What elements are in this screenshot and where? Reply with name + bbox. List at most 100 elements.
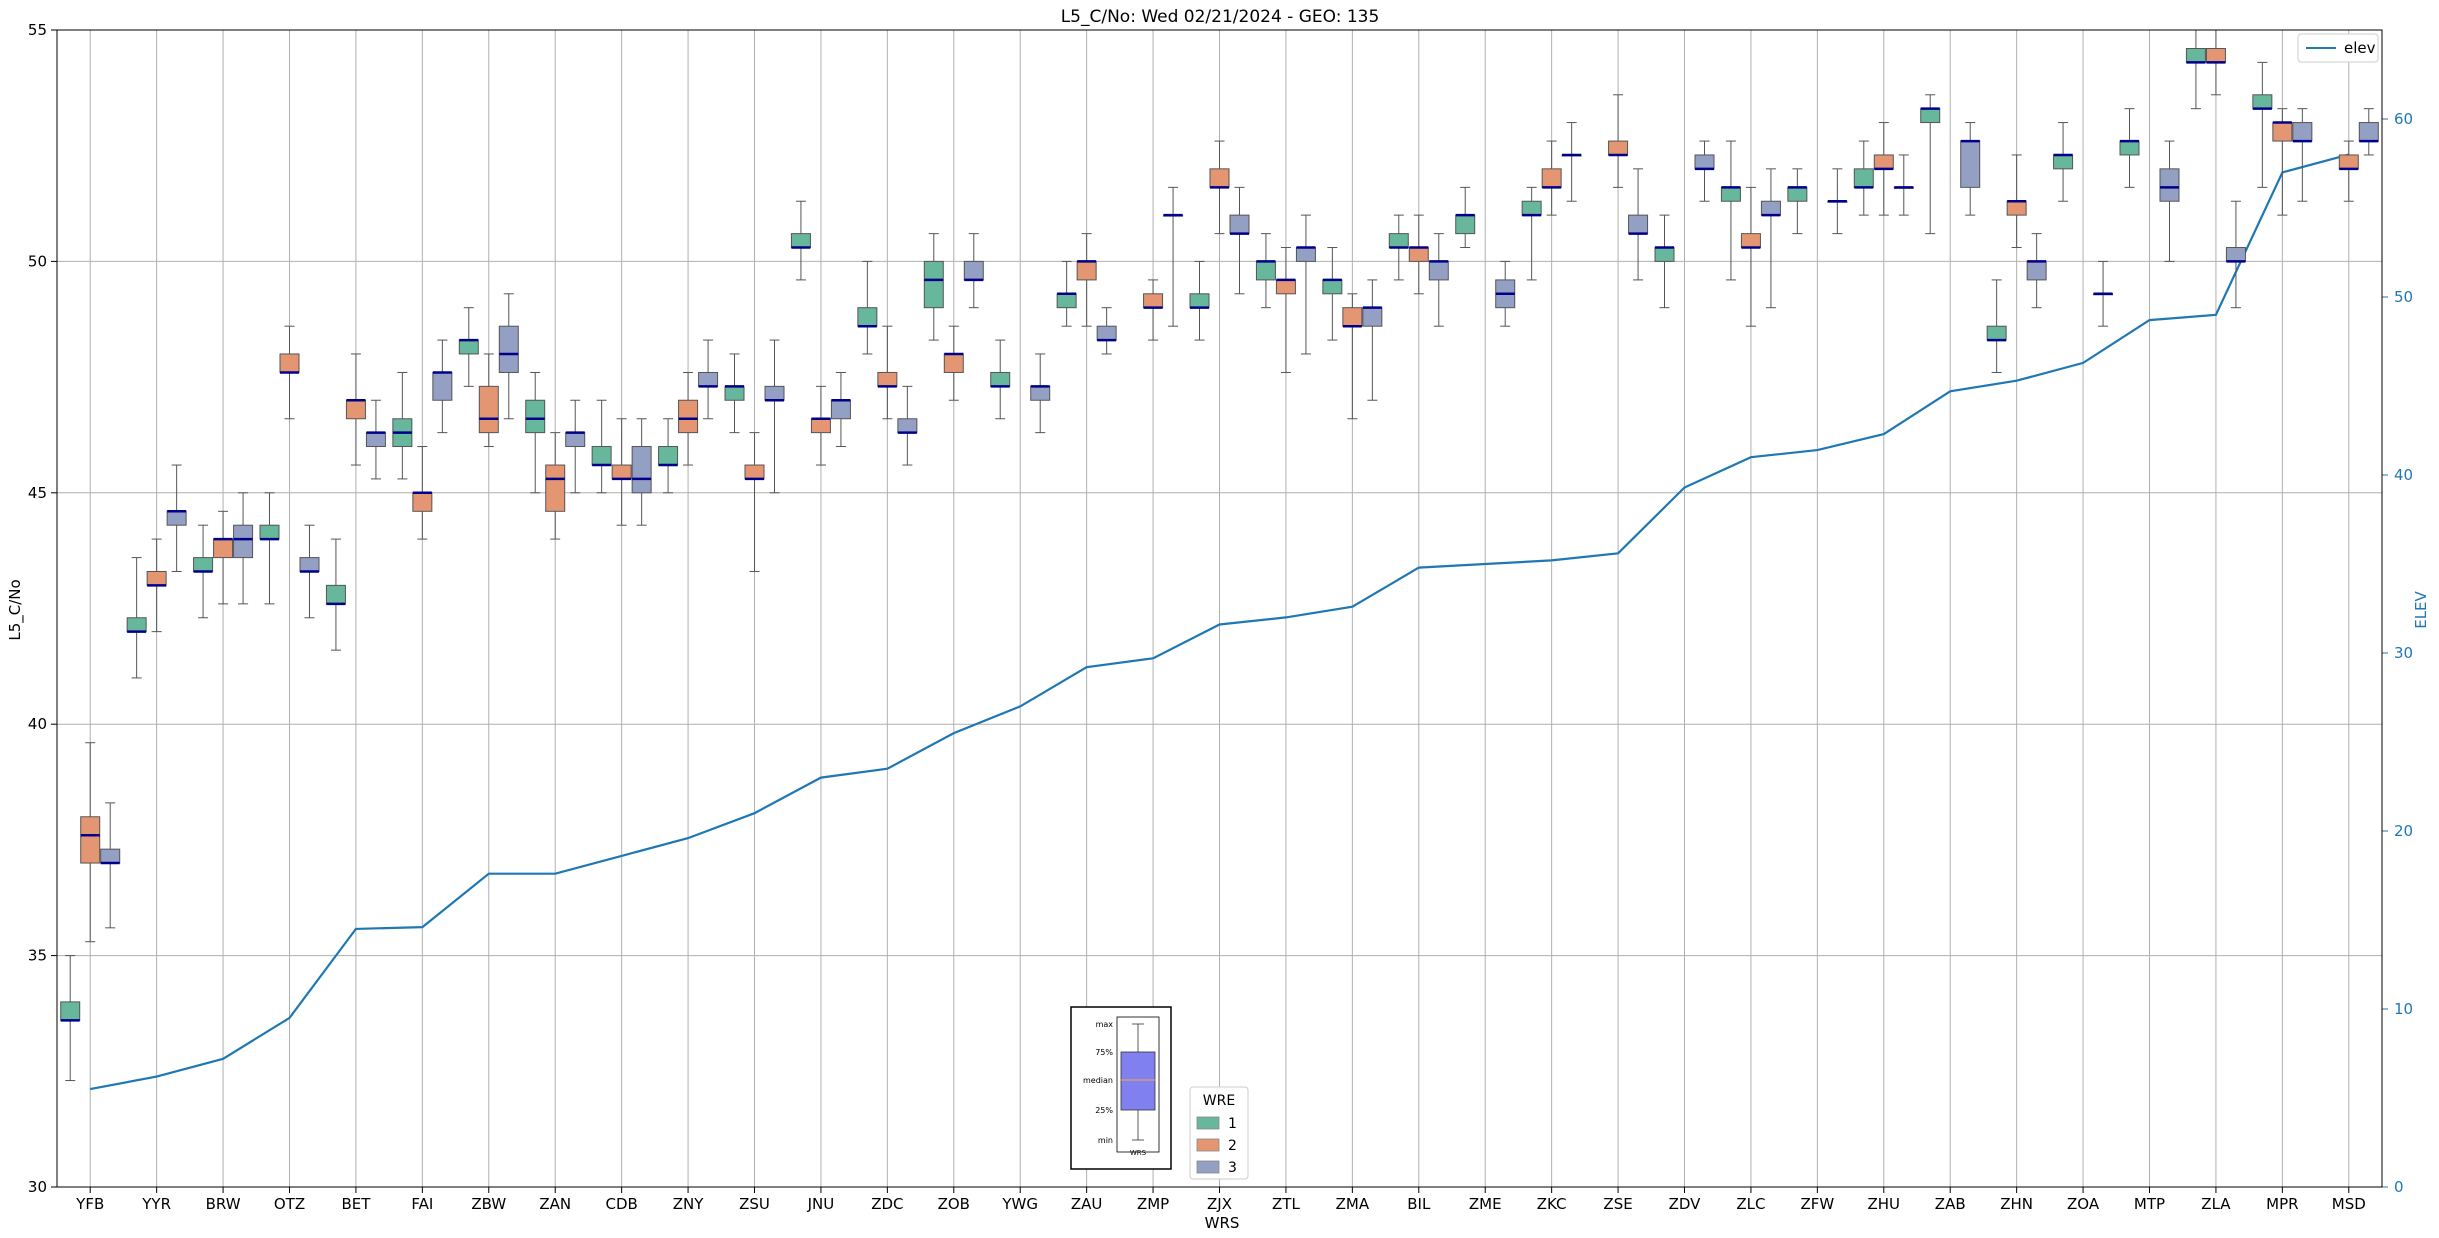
x-tick-label: ZLA — [2201, 1195, 2231, 1213]
box-1-YWG — [990, 339, 1011, 420]
box-iqr — [213, 538, 234, 559]
box-3-ZAB — [1960, 122, 1981, 216]
wre-legend-label: 1 — [1228, 1116, 1237, 1132]
x-tick-label: OTZ — [274, 1195, 305, 1213]
box-2-ZSE — [1608, 94, 1629, 188]
box-iqr — [2006, 200, 2027, 216]
y2-tick-label: 30 — [2394, 644, 2413, 662]
box-2-MSD — [2338, 140, 2359, 202]
box-iqr — [1787, 186, 1808, 202]
x-tick-label: BET — [341, 1195, 371, 1213]
box-1-ZMA — [1322, 247, 1343, 341]
box-3-ZOA — [2093, 260, 2114, 327]
box-iqr — [458, 339, 479, 355]
box-2-ZAN — [545, 432, 566, 540]
box-2-JNU — [810, 385, 831, 466]
box-1-YYR — [126, 557, 147, 679]
box-2-YFB — [80, 742, 101, 943]
box-3-ZOB — [963, 233, 984, 309]
box-iqr — [943, 353, 964, 373]
box-iqr — [1541, 168, 1562, 188]
x-tick-label: ZAN — [539, 1195, 571, 1213]
box-2-ZHN — [2006, 154, 2027, 249]
box-2-YYR — [146, 538, 167, 633]
wre-legend-frame — [1189, 1086, 1249, 1180]
box-3-ZLC — [1760, 168, 1781, 309]
box-2-ZAU — [1076, 233, 1097, 327]
box-3-ZHU — [1893, 154, 1914, 216]
box-iqr — [498, 325, 519, 373]
box-iqr — [611, 464, 632, 480]
box-3-ZAU — [1096, 307, 1117, 355]
box-3-ZHN — [2026, 233, 2047, 309]
box-iqr — [1189, 293, 1210, 309]
box-iqr — [2185, 48, 2206, 63]
inset-label: max — [1096, 1020, 1114, 1029]
box-3-ZAN — [565, 399, 586, 494]
elevation-series — [89, 153, 2350, 1091]
x-tick-label: ZSU — [739, 1195, 770, 1213]
box-iqr — [1428, 260, 1449, 281]
box-3-ZJX — [1229, 186, 1250, 295]
box-2-ZJX — [1209, 140, 1230, 235]
box-3-MTP — [2159, 140, 2180, 262]
x-tick-label: YYR — [141, 1195, 171, 1213]
box-3-ZSE — [1628, 168, 1649, 281]
box-iqr — [1229, 214, 1250, 235]
box-3-OTZ — [299, 524, 320, 619]
wre-legend-title: WRE — [1203, 1093, 1235, 1109]
box-iqr — [1255, 260, 1276, 281]
wre-legend-label: 2 — [1228, 1138, 1237, 1154]
box-1-ZLC — [1720, 140, 1741, 281]
box-iqr — [1873, 154, 1894, 170]
box-1-ZHU — [1853, 140, 1874, 216]
y-tick-label: 50 — [28, 252, 47, 270]
x-tick-label: YWG — [1001, 1195, 1038, 1213]
y-tick-label: 40 — [28, 715, 47, 733]
box-1-ZNY — [658, 418, 679, 494]
box-iqr — [259, 524, 280, 540]
box-iqr — [2272, 122, 2293, 142]
box-iqr — [1209, 168, 1230, 188]
box-iqr — [764, 385, 785, 401]
x-tick-label: ZOA — [2067, 1195, 2100, 1213]
x-tick-label: JNU — [807, 1195, 835, 1213]
box-iqr — [146, 570, 167, 586]
box-2-ZTL — [1275, 247, 1296, 373]
box-iqr — [299, 557, 320, 572]
box-1-YFB — [60, 955, 81, 1082]
elev-legend: elev — [2297, 33, 2379, 63]
box-2-ZMP — [1143, 279, 1164, 341]
box-iqr — [525, 399, 546, 434]
box-iqr — [1076, 260, 1097, 281]
box-2-OTZ — [279, 325, 300, 420]
box-3-ZMP — [1163, 186, 1184, 327]
box-iqr — [1295, 247, 1316, 262]
x-tick-label: ZAB — [1935, 1195, 1966, 1213]
box-1-ZLA — [2185, 30, 2206, 110]
wre-legend-label: 3 — [1228, 1160, 1237, 1176]
box-3-MPR — [2292, 108, 2313, 202]
inset-label: median — [1083, 1076, 1113, 1085]
box-1-ZDV — [1654, 214, 1675, 309]
x-tick-label: ZHU — [1868, 1195, 1901, 1213]
box-1-ZME — [1455, 186, 1476, 249]
box-iqr — [1455, 214, 1476, 235]
x-tick-label: ZDV — [1669, 1195, 1702, 1213]
box-iqr — [1056, 293, 1077, 309]
box-3-ZKC — [1561, 122, 1582, 202]
box-3-ZFW — [1827, 168, 1848, 235]
box-1-ZJX — [1189, 260, 1210, 341]
box-iqr — [1986, 325, 2007, 341]
box-iqr — [698, 371, 719, 387]
box-iqr — [877, 371, 898, 387]
box-1-ZAN — [525, 371, 546, 494]
box-iqr — [60, 1001, 81, 1021]
box-1-MTP — [2119, 108, 2140, 188]
box-1-FAI — [392, 371, 413, 480]
box-iqr — [126, 617, 147, 633]
box-iqr — [345, 399, 366, 420]
x-tick-label: MTP — [2134, 1195, 2165, 1213]
x-tick-label: ZNY — [673, 1195, 704, 1213]
